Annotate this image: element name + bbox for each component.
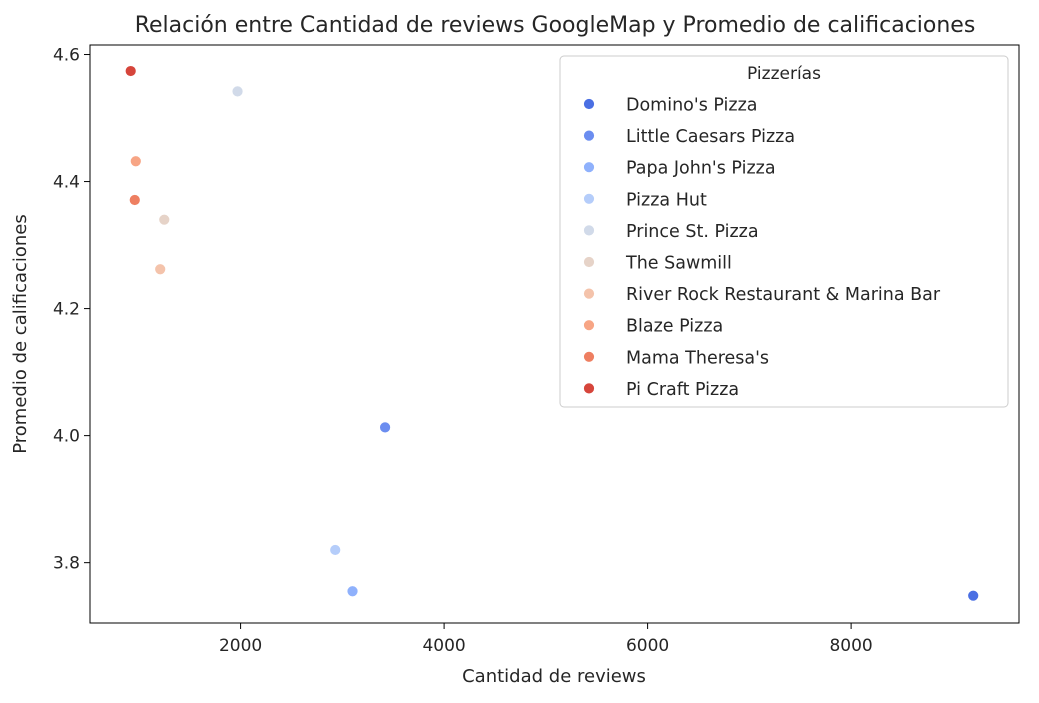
legend-label: The Sawmill bbox=[625, 254, 732, 274]
legend-marker bbox=[583, 224, 595, 237]
legend-marker bbox=[583, 287, 595, 300]
legend-marker bbox=[583, 192, 595, 205]
legend-label: Blaze Pizza bbox=[626, 317, 723, 337]
legend-label: Little Caesars Pizza bbox=[626, 127, 795, 147]
data-points bbox=[124, 65, 980, 602]
legend-items: Domino's Pizza Little Caesars Pizza Papa J… bbox=[583, 96, 941, 400]
data-point bbox=[346, 585, 359, 598]
data-point bbox=[231, 85, 244, 98]
legend-marker bbox=[583, 161, 595, 174]
legend-marker bbox=[583, 319, 595, 332]
data-point bbox=[129, 155, 142, 168]
y-tick-label: 4.0 bbox=[53, 427, 80, 447]
legend-marker bbox=[583, 382, 595, 395]
legend-marker bbox=[583, 350, 595, 363]
legend-marker bbox=[583, 98, 595, 110]
chart-title: Relación entre Cantidad de reviews Googl… bbox=[135, 13, 976, 38]
data-point bbox=[967, 589, 980, 602]
x-tick-label: 8000 bbox=[829, 636, 872, 656]
legend-label: Pi Craft Pizza bbox=[626, 380, 739, 400]
y-tick-label: 4.4 bbox=[53, 173, 80, 193]
x-axis-label: Cantidad de reviews bbox=[462, 666, 646, 687]
legend: Pizzerías Domino's Pizza Little Caesars P… bbox=[559, 55, 1009, 408]
legend-label: Domino's Pizza bbox=[626, 96, 758, 116]
plot-area-frame bbox=[89, 44, 1020, 624]
x-axis-ticks: 2000 4000 6000 8000 bbox=[219, 623, 873, 656]
data-point bbox=[128, 194, 141, 206]
legend-label: River Rock Restaurant & Marina Bar bbox=[626, 285, 941, 305]
x-tick-label: 4000 bbox=[422, 636, 465, 656]
legend-label: Papa John's Pizza bbox=[626, 159, 776, 179]
data-point bbox=[329, 544, 342, 556]
data-point bbox=[379, 421, 391, 434]
x-tick-label: 2000 bbox=[219, 636, 262, 656]
legend-title: Pizzerías bbox=[747, 64, 821, 84]
legend-box bbox=[559, 55, 1009, 408]
data-point bbox=[124, 65, 137, 77]
legend-marker bbox=[583, 256, 595, 268]
y-axis-ticks: 3.8 4.0 4.2 4.4 4.6 bbox=[53, 46, 90, 574]
legend-label: Prince St. Pizza bbox=[626, 222, 759, 242]
legend-label: Mama Theresa's bbox=[626, 348, 769, 368]
legend-marker bbox=[583, 129, 595, 142]
y-tick-label: 4.2 bbox=[53, 300, 80, 320]
data-point bbox=[154, 263, 167, 276]
x-tick-label: 6000 bbox=[626, 636, 669, 656]
y-tick-label: 3.8 bbox=[53, 554, 80, 574]
data-point bbox=[158, 213, 171, 226]
y-axis-label: Promedio de calificaciones bbox=[10, 214, 31, 454]
legend-label: Pizza Hut bbox=[626, 190, 707, 210]
y-tick-label: 4.6 bbox=[53, 46, 80, 66]
